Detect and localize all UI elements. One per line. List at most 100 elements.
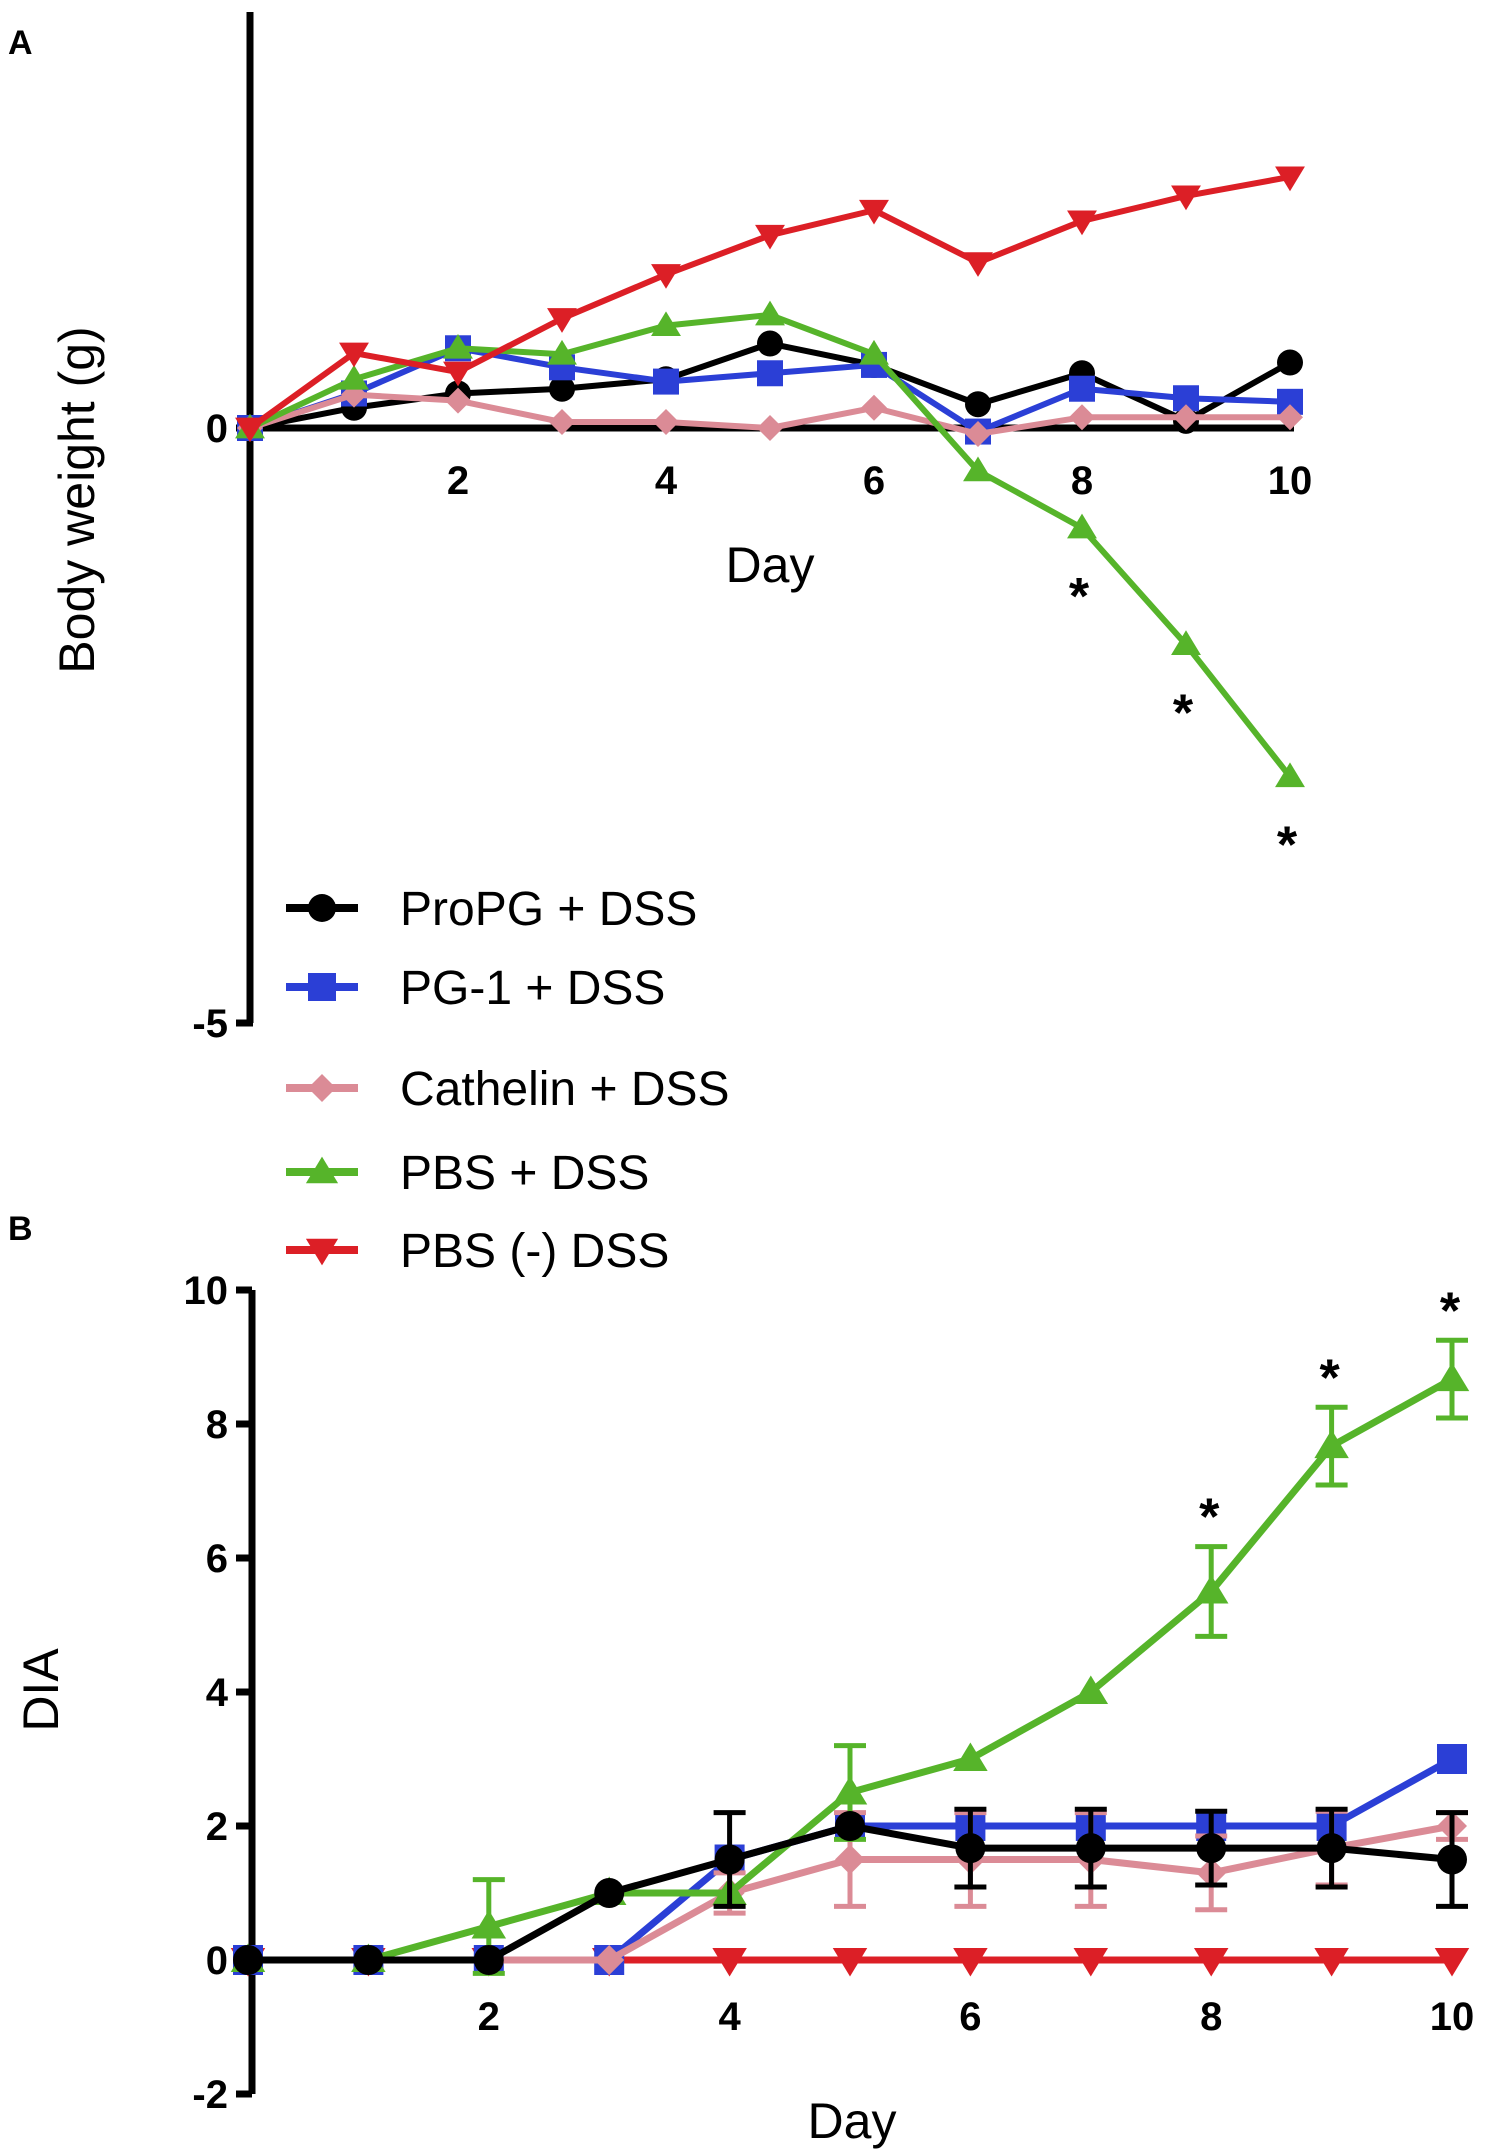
panel-a-point (963, 252, 993, 277)
legend-marker-pg1 (308, 973, 336, 1001)
panel-b-point (1316, 1833, 1347, 1864)
panel-a-point (963, 456, 993, 482)
panel-a-point (859, 339, 889, 365)
panel-a-point (653, 368, 679, 395)
panel-b-ytick-label: 8 (206, 1403, 228, 1447)
panel-b-point (353, 1945, 384, 1975)
panel-b-xtick-label: 8 (1200, 1995, 1222, 2039)
panel-a-point (443, 333, 473, 359)
panel-b-point (1193, 1948, 1229, 1977)
panel-b-point (1437, 1844, 1467, 1875)
panel-b-point (1434, 1948, 1470, 1977)
panel-b-point (594, 1878, 625, 1908)
panel-a-point (547, 339, 577, 365)
panel-a-point (861, 394, 887, 421)
panel-a-point (1069, 375, 1095, 402)
panel-a-point (757, 360, 783, 387)
panel-b-significance-mark: * (1440, 1282, 1461, 1340)
legend-label-cathelin: Cathelin + DSS (400, 1063, 730, 1116)
panel-a-point (339, 342, 369, 368)
panel-b-chart: -2 0 2 4 6 8 10 2 4 6 8 10 Day DIA * * * (13, 1269, 1474, 2149)
panel-b-point (835, 1811, 865, 1841)
legend-label-propg: ProPG + DSS (400, 883, 697, 936)
panel-a-point (1277, 349, 1303, 376)
panel-b-ytick-label: 4 (206, 1671, 229, 1715)
panel-a-point (443, 361, 473, 387)
panel-b-x-label: Day (808, 2093, 897, 2149)
panel-a-point (1171, 630, 1201, 655)
panel-a-y-label: Body weight (g) (49, 326, 105, 673)
legend-label-pg1: PG-1 + DSS (400, 962, 665, 1015)
legend-marker-pbs_dss (305, 1156, 339, 1184)
panel-a-significance-mark: * (1069, 568, 1090, 626)
panel-b-point (1196, 1833, 1227, 1864)
panel-b-xtick-label: 2 (478, 1995, 500, 2039)
panel-a-point (339, 364, 369, 390)
panel-a-point (1275, 166, 1305, 192)
panel-b-point (832, 1948, 868, 1977)
panel-b-point (1073, 1675, 1109, 1704)
panel-a-point (651, 264, 681, 289)
panel-a-ytick-label: 0 (206, 407, 228, 451)
panel-a-point (757, 415, 783, 441)
panel-a-significance-mark: * (1277, 817, 1298, 875)
panel-b-point (1314, 1948, 1349, 1977)
panel-b-point (233, 1945, 263, 1975)
panel-b-ytick-label: -2 (192, 2073, 228, 2117)
panel-a-chart: 0 -5 2 4 6 8 10 Day Body weight (g) * * * (49, 12, 1312, 1046)
panel-a-point (549, 375, 575, 402)
panel-a-x-label: Day (726, 537, 815, 593)
panel-label-a: A (8, 24, 33, 62)
panel-a-point (549, 409, 575, 436)
legend: ProPG + DSS PG-1 + DSS Cathelin + DSS PBS +… (286, 883, 730, 1278)
panel-b-ytick-label: 6 (206, 1537, 228, 1581)
panel-b-point (471, 1910, 507, 1939)
panel-a-point (235, 417, 265, 443)
panel-b-point (1314, 1429, 1349, 1459)
panel-b-ytick-label: 2 (206, 1805, 228, 1849)
panel-b-ytick-label: 0 (206, 1939, 228, 1983)
panel-label-b: B (8, 1210, 33, 1248)
panel-a-point (1277, 404, 1303, 431)
legend-label-pbs_dss: PBS + DSS (400, 1147, 649, 1200)
panel-b-point (1193, 1575, 1229, 1604)
panel-a-point (965, 391, 991, 418)
panel-b-point (1075, 1833, 1106, 1864)
panel-b-xtick-label: 6 (959, 1995, 981, 2039)
panel-a-point (1067, 513, 1097, 539)
panel-a-point (755, 300, 785, 326)
panel-a-xtick-label: 4 (655, 459, 678, 503)
panel-b-point (953, 1742, 988, 1771)
panel-a-point (1173, 404, 1199, 431)
panel-b-significance-mark: * (1319, 1349, 1340, 1407)
legend-marker-propg (308, 894, 336, 922)
panel-b-point (955, 1833, 986, 1864)
panel-a-point (965, 420, 991, 447)
legend-label-pbs_nodss: PBS (-) DSS (400, 1225, 669, 1278)
panel-b-significance-mark: * (1199, 1489, 1220, 1547)
panel-b-point (835, 1844, 865, 1875)
legend-marker-pbs_nodss (305, 1238, 339, 1266)
panel-b-point (953, 1948, 988, 1977)
panel-a-xtick-label: 10 (1268, 459, 1313, 503)
panel-a-significance-mark: * (1173, 685, 1194, 743)
panel-b-ytick-label: 10 (184, 1269, 229, 1313)
panel-b-xtick-label: 10 (1430, 1995, 1475, 2039)
panel-a-point (1067, 210, 1097, 236)
panel-a-point (859, 199, 889, 225)
panel-a-point (651, 311, 681, 337)
panel-b-point (1434, 1362, 1470, 1392)
panel-b-xtick-label: 4 (718, 1995, 741, 2039)
panel-b-point (714, 1844, 745, 1875)
panel-b-y-label: DIA (13, 1648, 69, 1732)
panel-a-point (1275, 762, 1305, 788)
panel-a-point (445, 387, 471, 414)
panel-a-point (757, 330, 783, 357)
panel-b-point (1437, 1744, 1467, 1774)
panel-a-xtick-label: 2 (447, 459, 469, 503)
panel-b-point (594, 1945, 625, 1975)
panel-a-point (1171, 185, 1201, 211)
panel-a-ytick-label: -5 (192, 1002, 228, 1046)
panel-a-xtick-label: 8 (1071, 459, 1093, 503)
